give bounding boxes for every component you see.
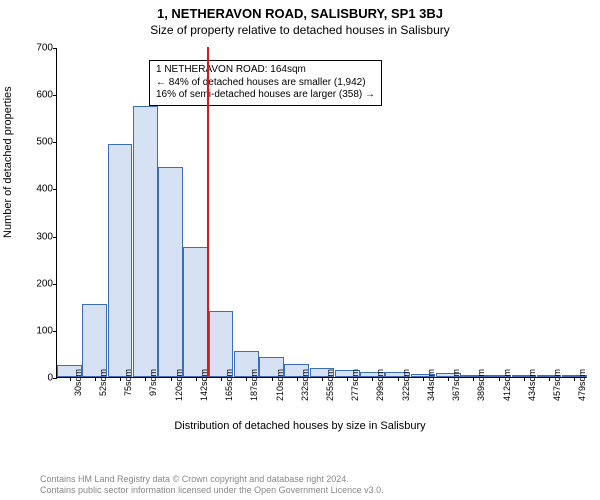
x-tick-label: 30sqm xyxy=(73,369,83,405)
x-tick-label: 277sqm xyxy=(350,369,360,405)
y-tick-label: 500 xyxy=(23,137,53,148)
x-tick-label: 367sqm xyxy=(451,369,461,405)
y-tick-mark xyxy=(53,237,57,238)
marker-line xyxy=(207,47,209,377)
x-tick-label: 412sqm xyxy=(502,369,512,405)
x-tick-label: 187sqm xyxy=(249,369,259,405)
histogram-bar xyxy=(108,144,133,377)
x-tick-label: 255sqm xyxy=(325,369,335,405)
histogram-bar xyxy=(158,167,183,377)
x-tick-label: 479sqm xyxy=(577,369,587,405)
y-tick-label: 0 xyxy=(23,373,53,384)
x-tick-label: 344sqm xyxy=(426,369,436,405)
x-tick-mark xyxy=(448,377,449,381)
plot-area: 1 NETHERAVON ROAD: 164sqm← 84% of detach… xyxy=(56,48,586,378)
histogram-bar xyxy=(209,311,234,377)
x-tick-mark xyxy=(499,377,500,381)
x-tick-mark xyxy=(473,377,474,381)
x-tick-mark xyxy=(423,377,424,381)
x-tick-label: 322sqm xyxy=(401,369,411,405)
y-tick-mark xyxy=(53,284,57,285)
histogram-bar xyxy=(183,247,208,377)
x-tick-mark xyxy=(145,377,146,381)
y-axis-label: Number of detached properties xyxy=(2,86,14,238)
y-tick-mark xyxy=(53,95,57,96)
x-tick-mark xyxy=(171,377,172,381)
x-tick-label: 165sqm xyxy=(224,369,234,405)
x-tick-mark xyxy=(246,377,247,381)
chart-container: Number of detached properties 1 NETHERAV… xyxy=(0,38,600,438)
x-tick-mark xyxy=(347,377,348,381)
annotation-box: 1 NETHERAVON ROAD: 164sqm← 84% of detach… xyxy=(149,60,382,106)
y-tick-label: 700 xyxy=(23,43,53,54)
x-tick-mark xyxy=(70,377,71,381)
y-tick-mark xyxy=(53,331,57,332)
x-tick-label: 232sqm xyxy=(300,369,310,405)
footer-line-2: Contains public sector information licen… xyxy=(40,485,384,496)
x-tick-label: 434sqm xyxy=(527,369,537,405)
y-tick-label: 300 xyxy=(23,231,53,242)
y-tick-mark xyxy=(53,142,57,143)
footer-line-1: Contains HM Land Registry data © Crown c… xyxy=(40,474,384,485)
x-tick-label: 389sqm xyxy=(476,369,486,405)
x-tick-label: 120sqm xyxy=(174,369,184,405)
x-axis-label: Distribution of detached houses by size … xyxy=(0,420,600,432)
page-title: 1, NETHERAVON ROAD, SALISBURY, SP1 3BJ xyxy=(0,0,600,21)
x-tick-mark xyxy=(574,377,575,381)
x-tick-label: 75sqm xyxy=(123,369,133,405)
x-tick-label: 299sqm xyxy=(375,369,385,405)
y-tick-label: 600 xyxy=(23,90,53,101)
histogram-bar xyxy=(133,106,158,377)
footer-attribution: Contains HM Land Registry data © Crown c… xyxy=(40,474,384,497)
x-tick-mark xyxy=(120,377,121,381)
x-tick-mark xyxy=(221,377,222,381)
y-tick-mark xyxy=(53,189,57,190)
y-tick-mark xyxy=(53,378,57,379)
x-tick-mark xyxy=(524,377,525,381)
y-tick-label: 400 xyxy=(23,184,53,195)
y-tick-label: 200 xyxy=(23,278,53,289)
x-tick-mark xyxy=(95,377,96,381)
x-tick-label: 210sqm xyxy=(275,369,285,405)
annotation-line: 1 NETHERAVON ROAD: 164sqm xyxy=(156,64,375,77)
x-tick-mark xyxy=(297,377,298,381)
page-subtitle: Size of property relative to detached ho… xyxy=(0,21,600,37)
x-tick-mark xyxy=(372,377,373,381)
x-tick-mark xyxy=(196,377,197,381)
y-tick-mark xyxy=(53,48,57,49)
histogram-bar xyxy=(82,304,107,377)
annotation-line: ← 84% of detached houses are smaller (1,… xyxy=(156,77,375,90)
annotation-line: 16% of semi-detached houses are larger (… xyxy=(156,89,375,102)
x-tick-label: 457sqm xyxy=(552,369,562,405)
x-tick-mark xyxy=(549,377,550,381)
x-tick-mark xyxy=(398,377,399,381)
x-tick-mark xyxy=(272,377,273,381)
x-tick-label: 97sqm xyxy=(148,369,158,405)
x-tick-label: 52sqm xyxy=(98,369,108,405)
x-tick-mark xyxy=(322,377,323,381)
y-tick-label: 100 xyxy=(23,325,53,336)
